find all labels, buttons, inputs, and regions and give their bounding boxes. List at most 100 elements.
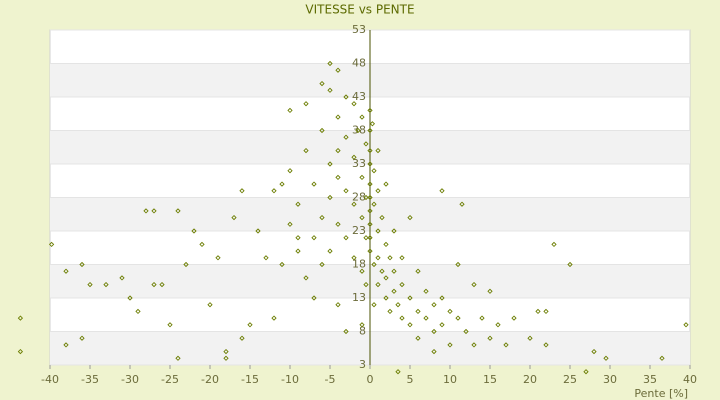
point <box>271 188 277 194</box>
point <box>223 348 229 355</box>
point <box>271 315 277 321</box>
point <box>359 114 365 120</box>
point <box>511 315 517 321</box>
point <box>407 214 413 221</box>
point <box>495 322 501 328</box>
point <box>367 147 373 154</box>
x-tick-label: 15 <box>483 373 497 386</box>
point <box>319 127 325 134</box>
point <box>79 261 85 268</box>
y-tick-label: 53 <box>352 23 366 36</box>
point <box>311 295 317 301</box>
point <box>459 201 465 207</box>
point <box>167 322 173 328</box>
point <box>367 208 373 214</box>
point <box>383 295 389 301</box>
y-tick-label: 28 <box>352 191 366 204</box>
point <box>127 295 133 301</box>
point <box>399 281 405 288</box>
point <box>343 134 349 140</box>
point <box>407 322 413 328</box>
point <box>207 302 213 308</box>
point <box>399 315 405 321</box>
point <box>367 161 373 167</box>
point <box>487 288 493 294</box>
point <box>103 281 109 288</box>
point <box>63 268 69 274</box>
point <box>351 101 357 107</box>
point <box>151 208 157 214</box>
x-tick-label: -5 <box>325 373 336 386</box>
point <box>479 315 485 321</box>
point <box>351 255 357 261</box>
point <box>387 308 393 315</box>
point <box>367 235 373 241</box>
point <box>279 261 285 268</box>
x-axis-label: Pente [%] <box>634 387 688 400</box>
point <box>367 248 373 254</box>
point <box>659 355 665 361</box>
point <box>343 328 349 335</box>
y-tick-label: 48 <box>352 57 366 70</box>
point <box>17 315 24 321</box>
point <box>175 208 181 214</box>
point <box>335 302 341 308</box>
x-tick-label: 25 <box>563 373 577 386</box>
point <box>383 275 389 281</box>
x-tick-label: -15 <box>241 373 259 386</box>
point <box>335 147 341 154</box>
point <box>367 194 373 201</box>
point <box>215 255 221 261</box>
point <box>359 174 365 181</box>
x-tick-label: -30 <box>121 373 139 386</box>
point <box>447 308 453 315</box>
point <box>375 281 381 288</box>
point <box>363 194 369 201</box>
point <box>295 248 301 254</box>
point <box>287 168 293 174</box>
x-tick-label: -25 <box>161 373 179 386</box>
x-tick-label: 35 <box>643 373 657 386</box>
point <box>295 235 301 241</box>
x-tick-label: 40 <box>683 373 697 386</box>
point <box>543 308 549 315</box>
point <box>371 201 377 207</box>
point <box>343 188 349 194</box>
point <box>407 295 413 301</box>
point <box>455 261 461 268</box>
point <box>343 235 349 241</box>
point <box>303 101 309 107</box>
point <box>447 342 453 348</box>
point <box>143 208 149 214</box>
chart-title: VITESSE vs PENTE <box>305 3 414 17</box>
point <box>175 355 181 361</box>
point <box>239 335 245 341</box>
point <box>431 348 437 355</box>
point <box>279 181 285 187</box>
point <box>255 228 261 234</box>
point <box>683 322 689 328</box>
point <box>567 261 573 268</box>
point <box>439 295 445 301</box>
point <box>231 214 237 221</box>
point <box>327 161 333 167</box>
point <box>603 355 609 361</box>
point <box>363 141 369 147</box>
point <box>423 288 429 294</box>
point <box>17 348 24 355</box>
point <box>375 228 381 234</box>
x-tick-label: -35 <box>81 373 99 386</box>
y-tick-label: 13 <box>352 291 366 304</box>
point <box>375 255 381 261</box>
point <box>335 114 341 120</box>
point <box>415 335 421 341</box>
point <box>463 328 469 335</box>
point <box>591 348 597 355</box>
x-tick-label: -20 <box>201 373 219 386</box>
point <box>287 107 293 114</box>
point <box>319 261 325 268</box>
point <box>431 302 437 308</box>
point <box>311 181 317 187</box>
